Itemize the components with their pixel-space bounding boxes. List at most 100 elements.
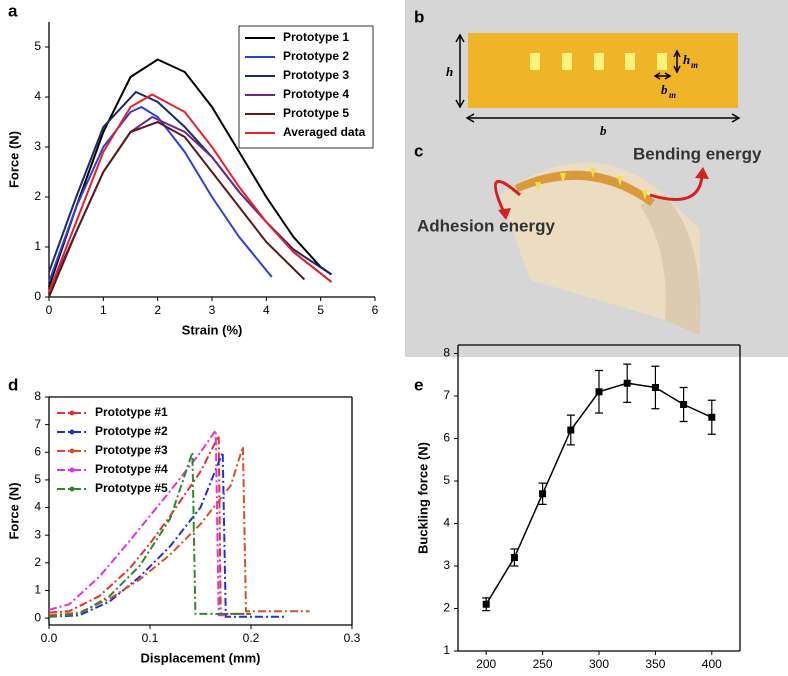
panel-label: d: [8, 375, 18, 394]
point: [623, 379, 631, 387]
dimension-subscript: m: [669, 90, 676, 100]
y-tick-label: 5: [443, 473, 450, 487]
y-axis-label: Force (N): [6, 482, 21, 539]
y-tick-label: 8: [443, 346, 450, 360]
y-tick-label: 7: [34, 417, 41, 431]
legend-label: Prototype #5: [95, 481, 168, 495]
panel-label: c: [414, 141, 423, 160]
x-tick-label: 3: [209, 303, 216, 317]
y-tick-label: 4: [443, 516, 450, 530]
x-tick-label: 0.2: [243, 631, 260, 645]
series-line: [48, 105, 273, 283]
y-tick-label: 0: [34, 610, 41, 624]
y-tick-label: 1: [443, 643, 450, 657]
y-tick-label: 5: [34, 472, 41, 486]
y-tick-label: 0: [34, 289, 41, 303]
series-line: [48, 120, 306, 298]
y-axis-label: Buckling force (N): [415, 442, 430, 554]
dimension-label: h: [683, 52, 690, 67]
point: [482, 600, 490, 608]
legend-marker: [69, 448, 75, 454]
needle: [657, 53, 667, 70]
series-line: [48, 446, 310, 617]
x-tick-label: 6: [372, 303, 379, 317]
annotation: Adhesion energy: [417, 216, 555, 235]
x-tick-label: 0: [46, 303, 53, 317]
x-axis-label: Strain (%): [182, 322, 243, 337]
dimension-arrows: [455, 33, 741, 123]
y-tick-label: 2: [34, 555, 41, 569]
legend-label: Prototype 2: [283, 49, 349, 63]
x-tick-label: 2: [154, 303, 161, 317]
y-tick-label: 4: [34, 89, 41, 103]
legend-marker: [69, 467, 75, 473]
legend-marker: [69, 410, 75, 416]
series-line: [48, 427, 226, 617]
x-tick-label: 0.0: [41, 631, 58, 645]
dimension-subscript: m: [691, 60, 698, 70]
legend-label: Prototype 3: [283, 68, 349, 82]
x-tick-label: 1: [100, 303, 107, 317]
point: [680, 401, 688, 408]
legend-label: Prototype #3: [95, 443, 168, 457]
x-tick-label: 0.1: [142, 631, 159, 645]
point: [708, 413, 716, 421]
legend-label: Averaged data: [283, 125, 366, 139]
series-line: [48, 435, 251, 615]
x-tick-label: 250: [533, 657, 553, 671]
legend-label: Prototype 5: [283, 106, 349, 120]
legend-box: [238, 25, 374, 149]
legend-marker: [69, 429, 75, 435]
arrow: [493, 179, 521, 216]
y-tick-label: 2: [34, 189, 41, 203]
y-tick-label: 6: [34, 444, 41, 458]
arrow: [649, 174, 704, 201]
dimension-label: h: [446, 64, 453, 79]
x-tick-label: 350: [645, 657, 665, 671]
dimension-label: b: [661, 82, 668, 97]
y-tick-label: 4: [34, 500, 41, 514]
x-tick-label: 0.3: [344, 631, 361, 645]
y-axis-label: Force (N): [6, 131, 21, 188]
y-tick-label: 8: [34, 389, 41, 403]
legend-marker: [69, 486, 75, 492]
point: [567, 426, 575, 434]
x-tick-label: 300: [589, 657, 609, 671]
x-tick-label: 200: [476, 657, 496, 671]
needles: [530, 53, 667, 70]
panel-label: b: [414, 7, 424, 26]
x-axis-label: Displacement (mm): [141, 650, 261, 665]
y-tick-label: 3: [443, 558, 450, 572]
panel-label: a: [8, 1, 18, 20]
model-3d: [493, 162, 709, 335]
point: [510, 554, 518, 561]
needle: [625, 53, 635, 70]
y-tick-label: 7: [443, 388, 450, 402]
series-line: [48, 451, 287, 618]
legend-label: Prototype #2: [95, 424, 168, 438]
series-line: [48, 451, 251, 618]
series-line: [48, 93, 333, 293]
legend-label: Prototype 4: [283, 87, 349, 101]
series-line: [485, 382, 713, 605]
y-tick-label: 1: [34, 583, 41, 597]
x-tick-label: 4: [263, 303, 270, 317]
substrate: [468, 33, 738, 108]
y-tick-label: 5: [34, 39, 41, 53]
dimension-label: b: [600, 123, 607, 138]
x-tick-label: 5: [317, 303, 324, 317]
y-tick-label: 6: [443, 431, 450, 445]
point: [595, 388, 603, 396]
needle: [562, 53, 572, 70]
annotation: Bending energy: [633, 144, 762, 163]
needle: [594, 53, 604, 70]
x-tick-label: 400: [702, 657, 722, 671]
legend-label: Prototype #1: [95, 405, 168, 419]
film: [515, 170, 655, 206]
panel-label: e: [414, 375, 423, 394]
point: [651, 384, 659, 391]
y-tick-label: 3: [34, 139, 41, 153]
legend-label: Prototype #4: [95, 462, 168, 476]
